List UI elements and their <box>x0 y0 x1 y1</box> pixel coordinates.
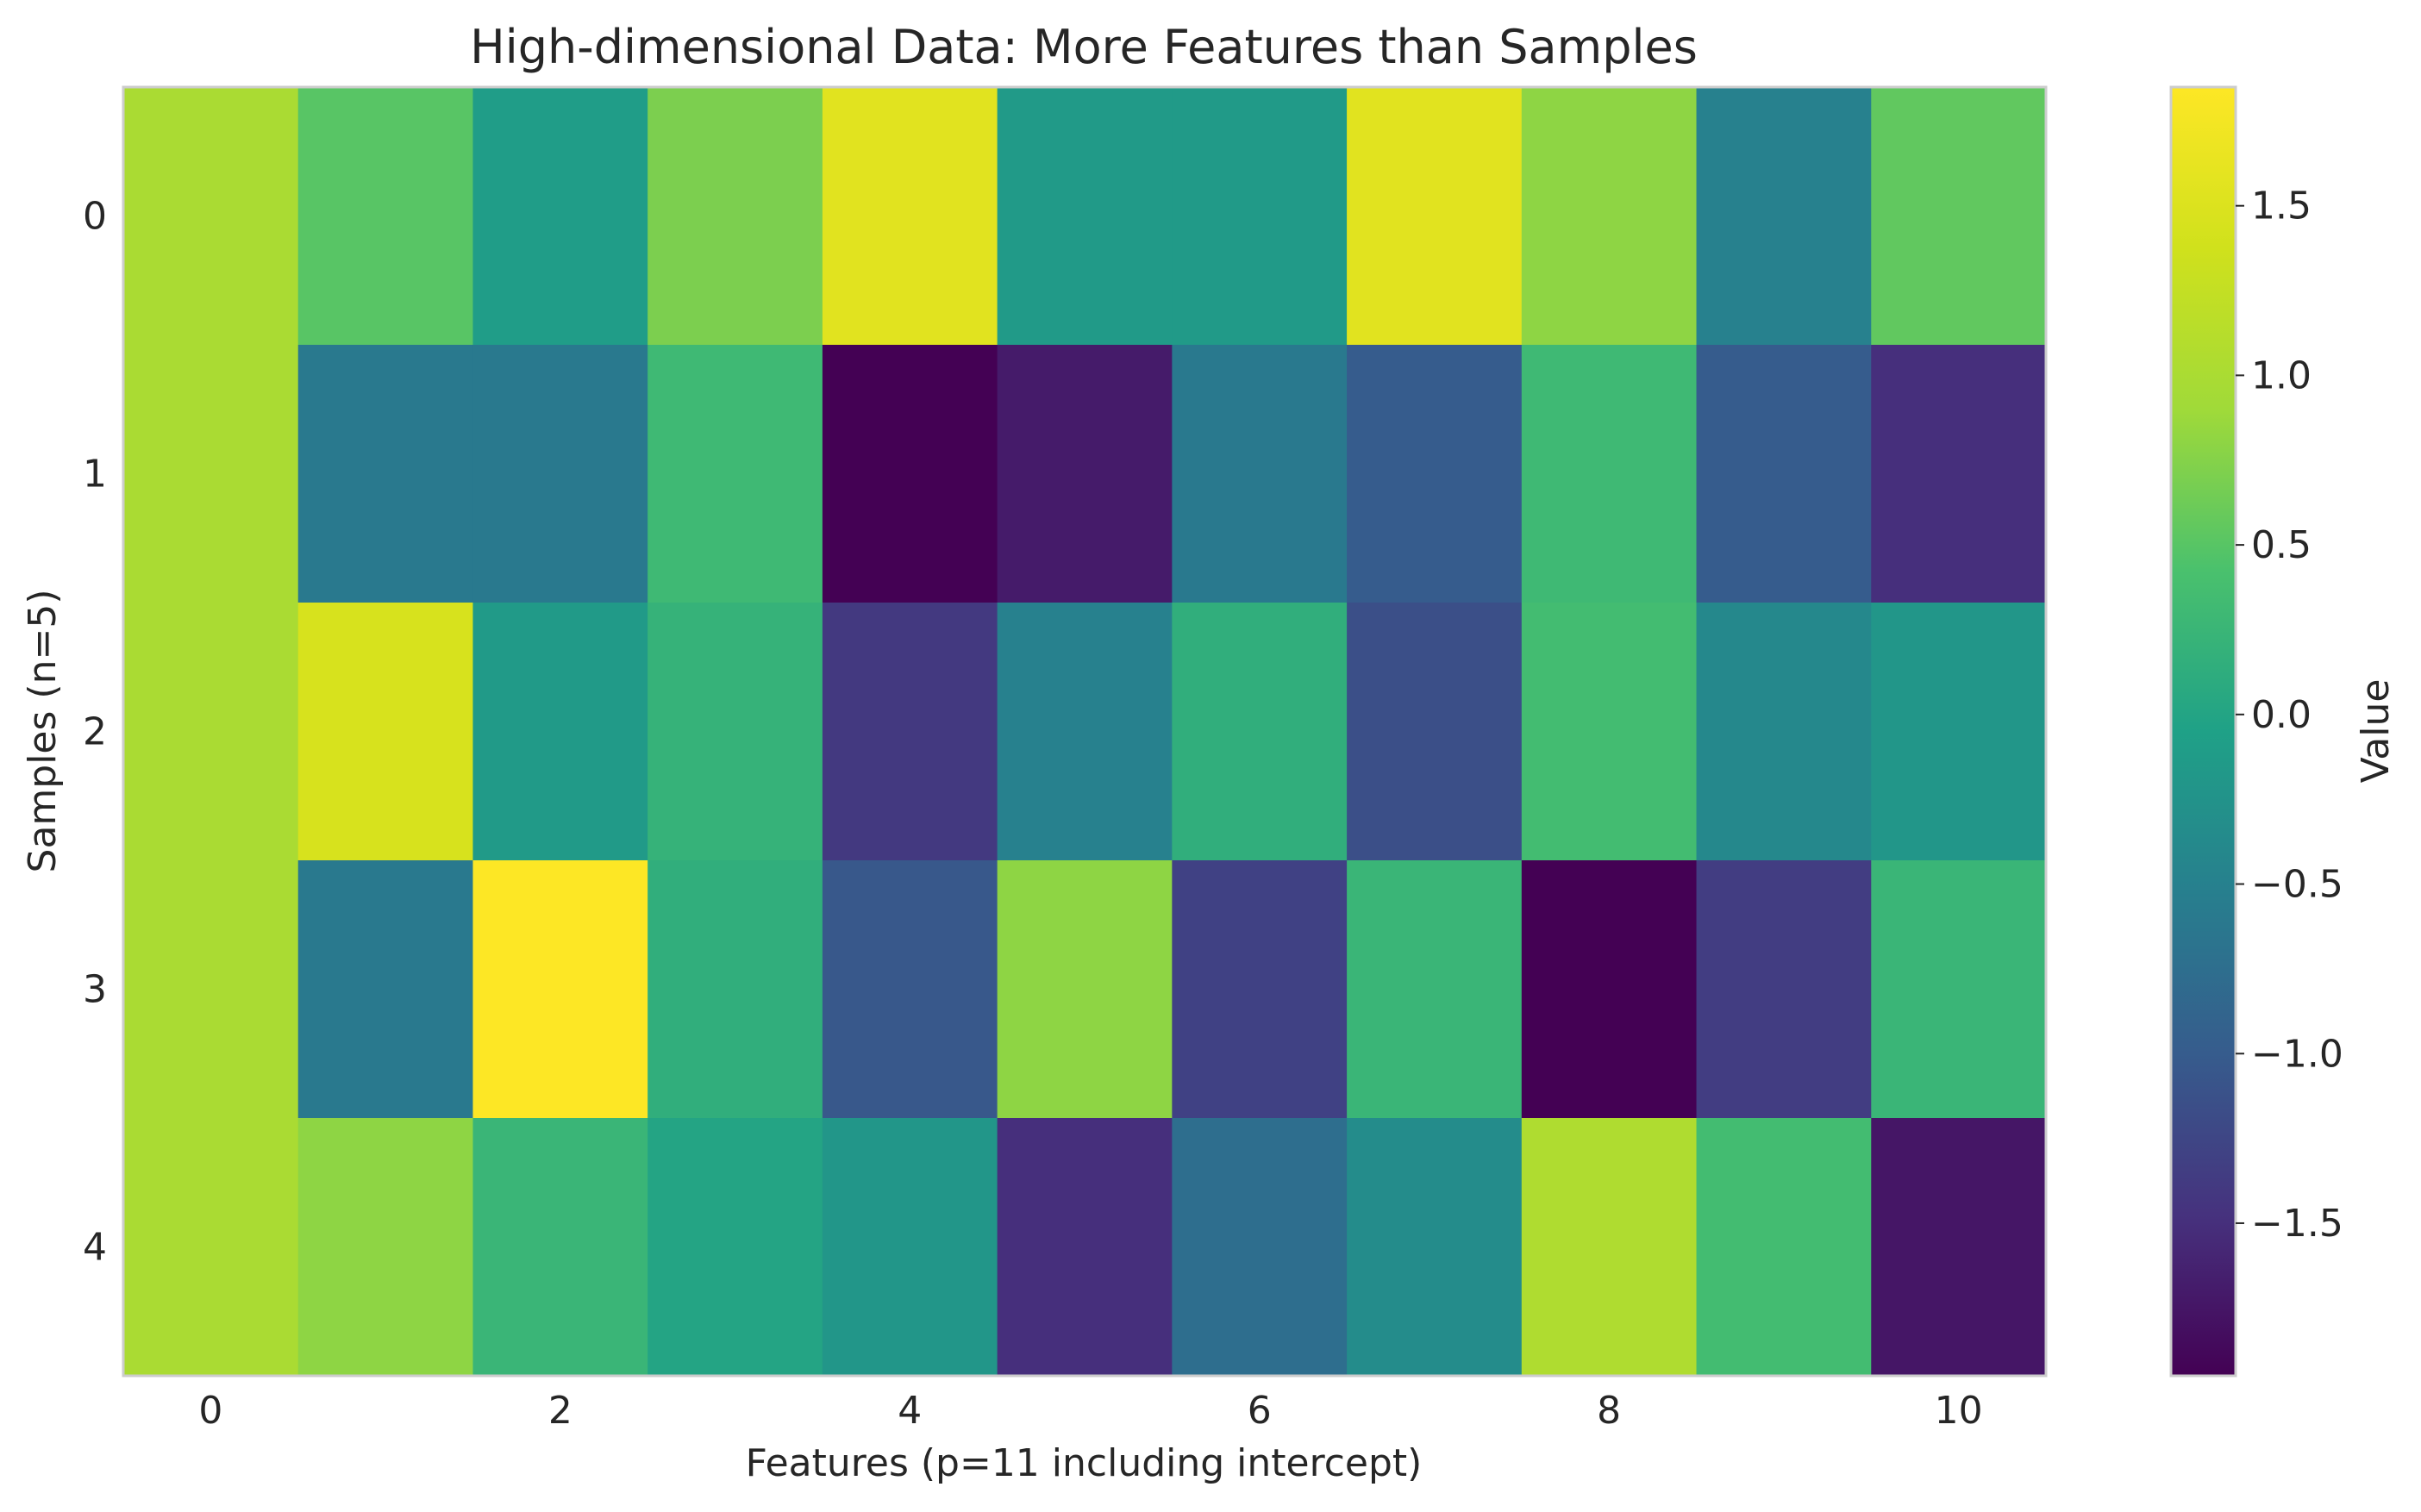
y-tick-label: 1 <box>83 453 107 497</box>
heatmap-cell <box>1696 345 1872 603</box>
colorbar-tick-label: 1.0 <box>2251 353 2312 397</box>
heatmap-cell <box>297 87 474 346</box>
heatmap-cell <box>1347 345 1523 603</box>
colorbar-tick-label: 1.5 <box>2251 184 2312 228</box>
x-tick-label: 6 <box>1248 1389 1272 1433</box>
heatmap-cell <box>123 345 299 603</box>
heatmap-cell <box>1521 1118 1698 1377</box>
colorbar-ticks: −1.5 −1.0 −0.5 0.0 0.5 1.0 1.5 <box>2236 184 2343 1246</box>
heatmap-cell <box>1521 860 1698 1119</box>
colorbar-tick-label: 0.0 <box>2251 693 2312 737</box>
heatmap-cell <box>1347 603 1523 861</box>
heatmap-cell <box>997 345 1173 603</box>
heatmap-cell <box>1521 345 1698 603</box>
heatmap-cell <box>1347 1118 1523 1377</box>
heatmap-cell <box>647 860 823 1119</box>
heatmap-cell <box>123 603 299 861</box>
heatmap-cell <box>1696 860 1872 1119</box>
heatmap-cell <box>123 860 299 1119</box>
heatmap-cell <box>1172 345 1348 603</box>
plot-frame <box>122 85 2048 1378</box>
y-axis-ticks: 0 1 2 3 4 <box>83 195 107 1270</box>
heatmap-cell <box>1521 87 1698 346</box>
heatmap-cell <box>647 1118 823 1377</box>
x-axis-label: Features (p=11 including intercept) <box>746 1441 1423 1485</box>
y-tick-label: 0 <box>83 195 107 239</box>
heatmap-cell <box>997 87 1173 346</box>
heatmap-cell <box>1871 345 2047 603</box>
x-tick-label: 8 <box>1597 1389 1621 1433</box>
heatmap-cell <box>1521 603 1698 861</box>
x-tick-label: 2 <box>548 1389 572 1433</box>
heatmap-cell <box>1172 1118 1348 1377</box>
y-tick-label: 4 <box>83 1226 107 1270</box>
heatmap-cell <box>1871 87 2047 346</box>
heatmap-cell <box>297 1118 474 1377</box>
x-tick-label: 4 <box>898 1389 922 1433</box>
heatmap-cell <box>997 603 1173 861</box>
x-tick-label: 0 <box>198 1389 222 1433</box>
heatmap-cell <box>472 345 648 603</box>
heatmap-cell <box>1696 1118 1872 1377</box>
heatmap-cell <box>123 1118 299 1377</box>
heatmap-cell <box>472 860 648 1119</box>
y-tick-label: 2 <box>83 710 107 754</box>
heatmap-cell <box>1347 860 1523 1119</box>
colorbar-tick-label: −1.0 <box>2251 1032 2343 1076</box>
heatmap-cell <box>997 1118 1173 1377</box>
heatmap-cell <box>297 603 474 861</box>
x-axis-ticks: 0 2 4 6 8 10 <box>198 1389 1982 1433</box>
heatmap-cell <box>297 860 474 1119</box>
colorbar-tick-label: 0.5 <box>2251 523 2312 567</box>
heatmap-cell <box>1172 87 1348 346</box>
heatmap-cell <box>647 603 823 861</box>
heatmap-cell <box>822 1118 998 1377</box>
colorbar-tick-label: −0.5 <box>2251 863 2343 907</box>
heatmap-cell <box>472 603 648 861</box>
heatmap-cell <box>822 345 998 603</box>
heatmap-cell <box>472 1118 648 1377</box>
colorbar-label: Value <box>2354 679 2398 784</box>
heatmap-cell <box>822 603 998 861</box>
heatmap-cell <box>1871 603 2047 861</box>
y-axis-label: Samples (n=5) <box>21 590 65 873</box>
heatmap-cell <box>1172 860 1348 1119</box>
colorbar <box>2169 85 2237 1378</box>
heatmap-cell <box>647 87 823 346</box>
x-tick-label: 10 <box>1935 1389 1983 1433</box>
heatmap-cell <box>997 860 1173 1119</box>
heatmap-cell <box>1347 87 1523 346</box>
heatmap-cell <box>1696 603 1872 861</box>
heatmap-cell <box>1172 603 1348 861</box>
heatmap-cell <box>647 345 823 603</box>
heatmap-cell <box>472 87 648 346</box>
heatmap-cell <box>822 87 998 346</box>
chart-title: High-dimensional Data: More Features tha… <box>470 20 1698 74</box>
y-tick-label: 3 <box>83 968 107 1012</box>
heatmap-cell <box>1871 860 2047 1119</box>
heatmap-cell <box>822 860 998 1119</box>
heatmap-cells <box>123 87 2047 1377</box>
heatmap-cell <box>1871 1118 2047 1377</box>
heatmap-cell <box>123 87 299 346</box>
heatmap-cell <box>1696 87 1872 346</box>
heatmap-cell <box>297 345 474 603</box>
colorbar-tick-label: −1.5 <box>2251 1202 2343 1246</box>
